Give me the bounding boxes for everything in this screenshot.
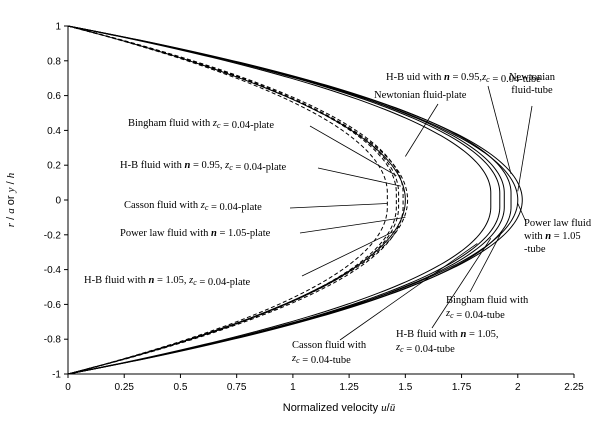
series-line: Power law fluid with n = 1.05-tube bbox=[67, 25, 523, 375]
x-tick-label: 2 bbox=[515, 382, 521, 393]
annotation-text: zc = 0.04-tube bbox=[291, 353, 351, 366]
annotation-text: with n = 1.05 bbox=[524, 231, 581, 242]
x-tick-label: 1.75 bbox=[452, 382, 472, 393]
series-line: Bingham fluid with zc = 0.04-tube bbox=[67, 25, 505, 375]
annotation-power-plate: Power law fluid with n = 1.05-plate bbox=[120, 217, 406, 239]
leader-line bbox=[309, 125, 397, 176]
x-tick-label: 1 bbox=[290, 382, 296, 393]
y-tick-label: -0.4 bbox=[44, 265, 62, 276]
series-line: H-B fluid with n = 1.05, zc = 0.04-tube bbox=[67, 25, 501, 375]
y-tick-label: 0.2 bbox=[47, 161, 61, 172]
annotation-hb105-plate: H-B fluid with n = 1.05, zc = 0.04-plate bbox=[84, 230, 395, 288]
y-axis-label: r / a or y / h bbox=[5, 172, 17, 227]
annotation-text: Newtonian fluid-plate bbox=[374, 90, 467, 101]
axes: 0 0.25 0.5 0.75 1 1.25 1.5 1.75 2 2.25 1 0.8 0.6 0.4 0… bbox=[44, 22, 584, 394]
annotation-bingham-plate: Bingham fluid with zc = 0.04-plate bbox=[128, 118, 397, 176]
annotation-text: H-B fluid with n = 0.95, zc = 0.04-plate bbox=[120, 160, 287, 173]
y-tick-label: 0.6 bbox=[47, 91, 61, 102]
annotation-text: zc = 0.04-tube bbox=[395, 342, 455, 355]
y-tick-label: 0 bbox=[55, 196, 61, 207]
x-axis-label: Normalized velocity u/ū bbox=[283, 402, 396, 414]
annotation-text: H-B fluid with n = 1.05, zc = 0.04-plate bbox=[84, 275, 251, 288]
annotations: H-B uid with n = 0.95,zc = 0.04-tubeNewt… bbox=[84, 72, 592, 366]
leader-line bbox=[289, 203, 388, 209]
series-line: Bingham fluid with zc = 0.04-plate bbox=[67, 25, 400, 375]
annotation-hb095-plate: H-B fluid with n = 0.95, zc = 0.04-plate bbox=[120, 160, 401, 187]
series-group: Newtonian fluid-tubePower law fluid with… bbox=[67, 25, 523, 375]
leader-line bbox=[404, 103, 439, 157]
leader-line bbox=[517, 105, 533, 192]
x-tick-label: 2.25 bbox=[564, 382, 584, 393]
annotation-text: Bingham fluid with bbox=[446, 295, 529, 306]
y-tick-label: -0.8 bbox=[44, 335, 62, 346]
y-tick-label: 0.4 bbox=[47, 126, 61, 137]
annotation-power-tube: Power law fluid with n = 1.05 -tube bbox=[517, 203, 592, 255]
leader-line bbox=[301, 230, 395, 277]
series-line: H-B fluid with n = 1.05, zc = 0.04-plate bbox=[67, 25, 397, 375]
x-tick-label: 0.25 bbox=[114, 382, 134, 393]
series-line: Casson fluid with zc = 0.04-plate bbox=[67, 25, 388, 375]
annotation-text: Power law fluid bbox=[524, 218, 592, 229]
annotation-text: zc = 0.04-tube bbox=[445, 308, 505, 321]
x-tick-label: 0.5 bbox=[173, 382, 187, 393]
y-tick-label: -0.6 bbox=[44, 300, 62, 311]
y-tick-label: 1 bbox=[55, 22, 61, 33]
annotation-newt-tube: Newtonian fluid-tube bbox=[509, 72, 556, 192]
x-tick-label: 0.75 bbox=[227, 382, 247, 393]
annotation-text: Bingham fluid with zc = 0.04-plate bbox=[128, 118, 274, 131]
annotation-text: H-B fluid with n = 1.05, bbox=[396, 329, 498, 340]
annotation-text: Casson fluid with zc = 0.04-plate bbox=[124, 200, 262, 213]
annotation-hb105-tube: H-B fluid with n = 1.05, zc = 0.04-tube bbox=[395, 238, 498, 355]
annotation-casson-plate: Casson fluid with zc = 0.04-plate bbox=[124, 200, 388, 213]
annotation-text: -tube bbox=[524, 244, 546, 255]
annotation-newt-plate: Newtonian fluid-plate bbox=[374, 90, 467, 157]
annotation-text: Casson fluid with bbox=[292, 340, 367, 351]
leader-line bbox=[517, 203, 527, 223]
annotation-casson-tube: Casson fluid with zc = 0.04-tube bbox=[291, 243, 478, 366]
y-tick-label: -0.2 bbox=[44, 230, 62, 241]
x-tick-label: 0 bbox=[65, 382, 71, 393]
x-tick-label: 1.25 bbox=[339, 382, 359, 393]
annotation-text: Newtonian bbox=[509, 72, 556, 83]
leader-line bbox=[299, 217, 406, 234]
series-line: Casson fluid with zc = 0.04-tube bbox=[67, 25, 492, 375]
leader-line bbox=[339, 243, 478, 341]
annotation-text: fluid-tube bbox=[511, 85, 553, 96]
annotation-bingham-tube: Bingham fluid with zc = 0.04-tube bbox=[445, 231, 529, 321]
y-tick-label: -1 bbox=[52, 370, 61, 381]
leader-line bbox=[469, 231, 503, 293]
annotation-text: Power law fluid with n = 1.05-plate bbox=[120, 228, 271, 239]
x-tick-label: 1.5 bbox=[398, 382, 412, 393]
y-tick-label: 0.8 bbox=[47, 56, 61, 67]
leader-line bbox=[487, 85, 512, 175]
leader-line bbox=[317, 167, 401, 187]
annotation-hb095-tube: H-B uid with n = 0.95,zc = 0.04-tube bbox=[386, 72, 541, 175]
leader-line bbox=[431, 238, 492, 329]
series-line: H-B fluid with n = 0.95, zc = 0.04-tube bbox=[67, 25, 512, 375]
annotation-text: H-B uid with n = 0.95,zc = 0.04-tube bbox=[386, 72, 541, 85]
